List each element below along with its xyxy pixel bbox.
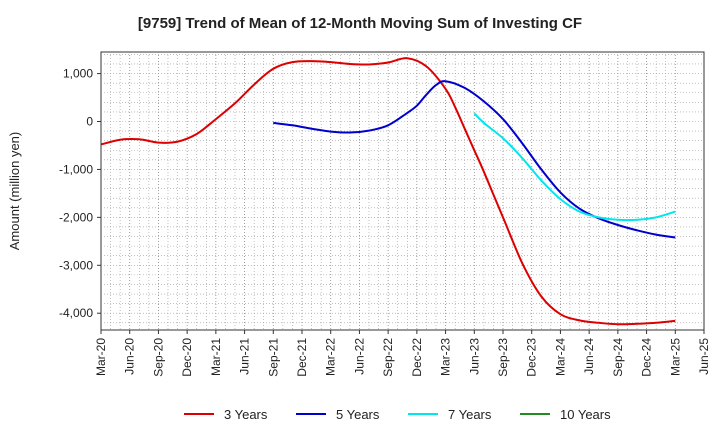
x-tick-label: Sep-20 (151, 338, 165, 377)
x-tick-label: Mar-21 (209, 338, 223, 376)
legend-label-10-years: 10 Years (560, 407, 611, 422)
y-tick-label: -2,000 (59, 210, 93, 224)
x-tick-label: Dec-21 (295, 338, 309, 377)
y-tick-label: -3,000 (59, 258, 93, 272)
series-line-7-years (473, 112, 676, 222)
series-line-3-years (100, 57, 676, 326)
y-tick-label: -1,000 (59, 162, 93, 176)
x-tick-label: Jun-23 (467, 338, 481, 375)
x-tick-label: Dec-22 (410, 338, 424, 377)
x-tick-label: Sep-24 (611, 338, 625, 377)
x-tick-label: Dec-20 (180, 338, 194, 377)
x-tick-label: Mar-22 (324, 338, 338, 376)
x-tick-label: Sep-23 (496, 338, 510, 377)
grid (101, 52, 704, 330)
x-tick-label: Mar-20 (94, 338, 108, 376)
legend-label-5-years: 5 Years (336, 407, 380, 422)
legend: 3 Years 5 Years 7 Years 10 Years (184, 407, 611, 422)
x-tick-label: Sep-21 (266, 338, 280, 377)
series-line-5-years (273, 80, 676, 239)
y-axis: 1,000 0 -1,000 -2,000 -3,000 -4,000 (59, 67, 101, 320)
legend-label-7-years: 7 Years (448, 407, 492, 422)
x-tick-label: Jun-25 (697, 338, 711, 375)
x-tick-label: Jun-24 (582, 338, 596, 375)
x-tick-label: Mar-23 (439, 338, 453, 376)
x-tick-label: Mar-25 (668, 338, 682, 376)
x-tick-label: Jun-22 (352, 338, 366, 375)
x-tick-label: Jun-21 (238, 338, 252, 375)
x-tick-label: Jun-20 (123, 338, 137, 375)
plot-area (100, 51, 705, 331)
chart-title: [9759] Trend of Mean of 12-Month Moving … (138, 15, 582, 32)
y-axis-label: Amount (million yen) (7, 132, 22, 251)
x-axis: Mar-20 Jun-20 Sep-20 Dec-20 Mar-21 Jun-21 Sep-… (94, 330, 711, 377)
x-tick-label: Dec-24 (640, 338, 654, 377)
y-tick-label: 1,000 (63, 67, 93, 81)
x-tick-label: Mar-24 (553, 338, 567, 376)
series-layer (100, 57, 676, 326)
x-tick-label: Sep-22 (381, 338, 395, 377)
legend-label-3-years: 3 Years (224, 407, 268, 422)
y-tick-label: -4,000 (59, 306, 93, 320)
y-tick-label: 0 (86, 115, 93, 129)
x-tick-label: Dec-23 (525, 338, 539, 377)
